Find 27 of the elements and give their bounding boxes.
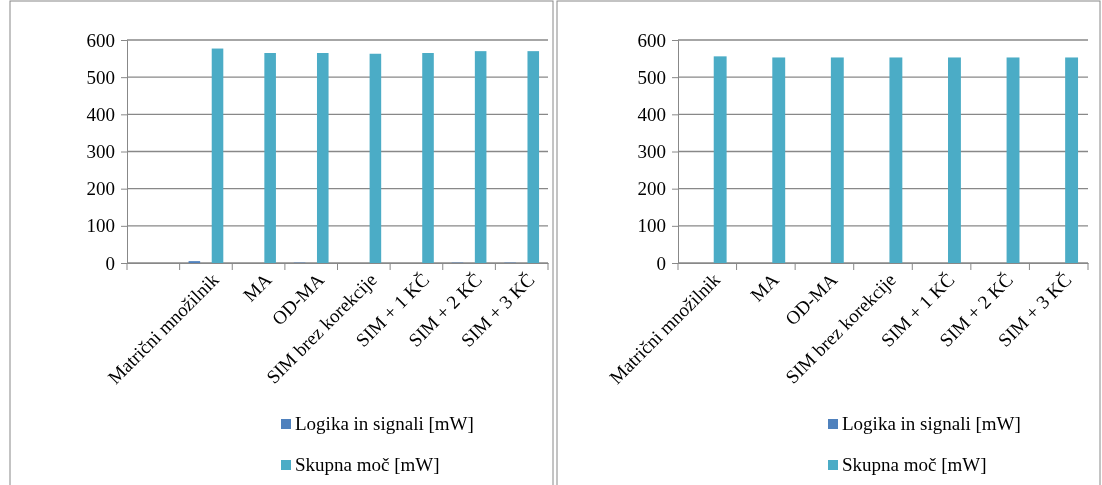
bar (422, 53, 434, 263)
y-tick-label: 100 (637, 215, 666, 237)
x-tick-label: MA (746, 268, 783, 306)
y-tick-label: 400 (86, 103, 115, 125)
y-tick-label: 300 (637, 141, 666, 163)
x-tick-label: MA (238, 268, 276, 306)
y-tick-label: 200 (637, 178, 666, 200)
y-tick-label: 500 (86, 66, 115, 88)
y-tick-label: 400 (637, 103, 666, 125)
y-tick-label: 300 (86, 141, 115, 163)
legend-label: Logika in signali [mW] (842, 413, 1021, 434)
y-tick-label: 100 (86, 215, 115, 237)
y-tick-label: 0 (105, 252, 115, 274)
legend-label: Skupna moč [mW] (295, 454, 440, 475)
legend-label: Logika in signali [mW] (295, 413, 474, 434)
y-tick-label: 0 (656, 252, 666, 274)
bar (527, 51, 540, 263)
bar (369, 53, 382, 263)
legend-label: Skupna moč [mW] (842, 454, 987, 475)
bar (264, 53, 276, 263)
bar (474, 51, 487, 263)
bar (211, 48, 224, 263)
y-tick-label: 600 (637, 29, 666, 51)
y-tick-label: 600 (86, 29, 115, 51)
y-tick-label: 200 (86, 178, 115, 200)
y-tick-label: 500 (637, 66, 666, 88)
bar (316, 53, 329, 263)
